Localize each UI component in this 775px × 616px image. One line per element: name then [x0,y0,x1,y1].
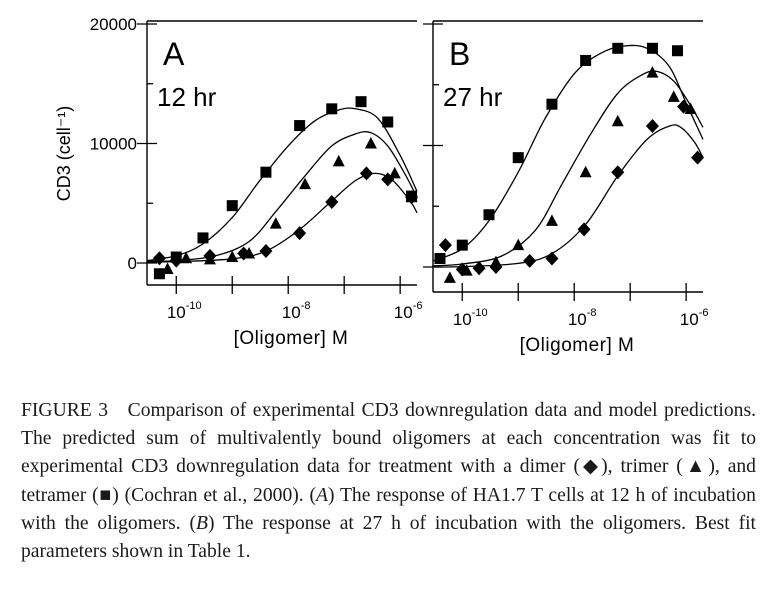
chart-b-panel-label: B [449,36,470,72]
chart-a-points [152,96,419,280]
chart-b-point-square [646,42,658,54]
dimer-symbol: ◆ [579,456,602,478]
chart-a-fit-square [146,107,418,262]
chart-a-y-tick-label: 20000 [90,15,137,34]
chart-b-point-triangle [579,165,592,178]
chart-b-x-tick-label: 10-6 [680,307,709,329]
chart-b-point-diamond [645,119,659,134]
chart-a-point-triangle [226,250,239,263]
chart-b-fits [432,44,704,268]
chart-a-condition-label: 12 hr [157,82,217,112]
caption-ref-b: B [196,512,209,534]
chart-a-point-diamond [259,244,273,259]
chart-b-point-triangle [489,255,502,268]
chart-b-x-axis-label: [Oligomer] M [520,335,635,356]
chart-a-point-triangle [203,252,216,265]
chart-a-point-square [226,200,238,212]
chart-a-x-tick-label: 10-10 [167,300,202,322]
chart-a-fit-diamond [146,172,418,263]
chart-a-point-diamond [152,251,166,266]
chart-b-point-square [546,98,558,110]
chart-b-x-tick-label: 10-10 [453,307,488,329]
chart-b-point-triangle [684,102,697,115]
chart-a-point-square [197,232,209,244]
chart-a-point-triangle [388,166,401,179]
chart-a-y-axis-label: CD3 (cell⁻¹) [54,106,74,202]
chart-a-point-square [260,166,272,178]
chart-a-x-tick-label: 10-6 [394,300,423,322]
chart-a-point-square [170,251,182,263]
chart-a-point-triangle [364,137,377,149]
chart-b-points [434,42,705,283]
chart-a-y-tick-label: 10000 [90,135,137,154]
chart-b-condition-label: 27 hr [443,82,503,112]
chart-a-ticks [137,23,401,294]
chart-a-fits [146,107,418,263]
chart-b-point-diamond [438,238,452,253]
figure-3: 0 10000 20000 10-10 10-8 10-6 A 12 hr [Oligomer]… [54,15,709,356]
chart-b-point-triangle [545,214,558,226]
chart-b-point-triangle [611,114,624,127]
chart-b-point-square [580,54,592,66]
caption-part-2: ), trimer ( [601,456,683,478]
chart-a-point-square [294,120,306,132]
chart-b-point-triangle [512,238,525,251]
chart-b-fit-square [432,44,704,262]
caption-part-3: ), and tetramer ( [21,456,756,506]
figure-caption: FIGURE 3 Comparison of experimental CD3 … [21,397,756,566]
chart-a-point-square [153,268,165,280]
caption-part-6: ) The response at 27 h of incubation wit… [21,512,756,563]
trimer-symbol: ▲ [682,456,709,478]
chart-b-point-square [434,252,446,264]
chart-a-point-triangle [269,217,282,229]
chart-a-point-triangle [299,177,312,190]
chart-b-point-square [612,42,624,54]
chart-b-point-diamond [545,251,559,266]
caption-part-1: FIGURE 3 Comparison of experimental CD3 … [21,400,756,478]
tetramer-symbol: ■ [98,484,113,506]
chart-b-point-square [456,239,468,251]
chart-b: 10-10 10-8 10-6 B 27 hr [Oligomer] M [423,20,709,356]
chart-b-point-diamond [611,165,625,180]
chart-b-x-tick-label: 10-8 [568,307,597,329]
chart-a-panel-label: A [163,36,185,72]
chart-a-point-square [382,116,394,128]
chart-b-point-square [483,209,495,221]
caption-ref-a: A [316,484,328,506]
chart-b-point-diamond [577,222,591,237]
chart-b-point-triangle [460,264,473,276]
chart-b-frame [432,20,703,293]
chart-b-point-diamond [472,261,486,276]
chart-a-point-triangle [243,246,256,259]
chart-a-y-tick-label: 0 [128,254,137,273]
chart-a-point-diamond [359,166,373,181]
chart-b-point-square [671,45,683,57]
chart-a-x-axis-label: [Oligomer] M [234,328,349,349]
chart-a-point-square [406,190,418,202]
chart-a-point-triangle [332,154,345,167]
caption-part-5: ) The response of HA1.7 T cells at 12 h … [21,484,756,534]
chart-b-point-square [512,152,524,164]
chart-a-point-diamond [293,226,307,241]
chart-a-point-triangle [180,251,193,264]
chart-a-point-square [355,96,367,108]
chart-b-fit-diamond [432,124,704,268]
chart-b-labels: 10-10 10-8 10-6 B 27 hr [Oligomer] M [443,36,709,356]
chart-a-frame [146,20,417,286]
chart-a: 0 10000 20000 10-10 10-8 10-6 A 12 hr [Oligomer]… [54,15,423,349]
chart-b-point-triangle [443,271,456,283]
chart-b-point-triangle [646,66,659,78]
chart-a-point-square [326,103,338,115]
chart-a-x-tick-label: 10-8 [282,300,311,322]
chart-b-point-diamond [523,253,537,268]
caption-part-4: ) (Cochran et al., 2000). ( [112,484,316,506]
chart-b-fit-triangle [432,70,704,267]
chart-b-point-diamond [691,150,705,165]
chart-a-labels: 0 10000 20000 10-10 10-8 10-6 A 12 hr [Oligomer]… [54,15,423,349]
chart-a-point-diamond [325,195,339,210]
chart-b-point-triangle [667,90,680,102]
